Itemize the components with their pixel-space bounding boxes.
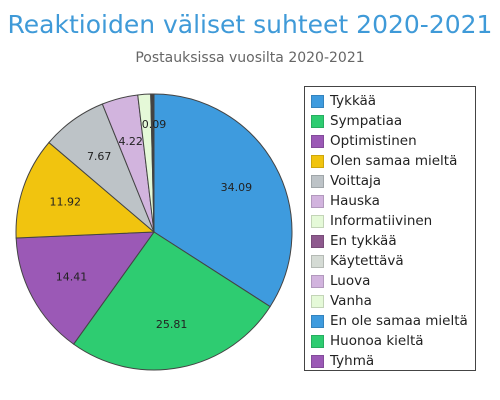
slice-label-1: 25.81 — [156, 318, 188, 331]
legend-item[interactable]: Luova — [311, 271, 475, 291]
legend-label: Voittaja — [330, 173, 382, 189]
legend-label: Vanha — [330, 293, 372, 309]
legend-swatch — [311, 174, 324, 188]
legend-label: Tyhmä — [330, 353, 375, 369]
legend-item[interactable]: Tyhmä — [311, 351, 475, 371]
legend-label: En tykkää — [330, 233, 397, 249]
pie-slice-2 — [15, 231, 156, 345]
legend-label: Käytettävä — [330, 253, 404, 269]
legend-item[interactable]: Voittaja — [311, 171, 475, 191]
legend-item[interactable]: Käytettävä — [311, 251, 475, 271]
slice-label-0: 34.09 — [221, 181, 253, 194]
legend-item[interactable]: Huonoa kieltä — [311, 331, 475, 351]
legend-swatch — [311, 234, 324, 248]
legend-swatch — [311, 194, 324, 208]
legend-item[interactable]: Informatiivinen — [311, 211, 475, 231]
slice-label-4: 7.67 — [87, 150, 112, 163]
legend-label: Luova — [330, 273, 371, 289]
legend-swatch — [311, 94, 324, 108]
legend-swatch — [311, 354, 324, 368]
legend-label: Sympatiaa — [330, 113, 403, 129]
chart-title: Reaktioiden väliset suhteet 2020-2021 — [7, 10, 493, 39]
legend-item[interactable]: Tykkää — [311, 91, 475, 111]
legend-item[interactable]: En tykkää — [311, 231, 475, 251]
slice-label-3: 11.92 — [50, 196, 82, 209]
legend-label: Hauska — [330, 193, 380, 209]
slice-label-small-group: 0.09 — [142, 118, 167, 131]
legend-swatch — [311, 134, 324, 148]
pie-slice-0 — [153, 93, 293, 308]
pie-slice-3 — [15, 141, 156, 239]
legend-label: Tykkää — [330, 93, 377, 109]
legend-item[interactable]: Sympatiaa — [311, 111, 475, 131]
legend-item[interactable]: Olen samaa mieltä — [311, 151, 475, 171]
legend-swatch — [311, 154, 324, 168]
legend-label: Informatiivinen — [330, 213, 433, 229]
slice-label-2: 14.41 — [56, 271, 88, 284]
legend: Tykkää Sympatiaa Optimistinen Olen samaa mi… — [304, 86, 476, 371]
legend-item[interactable]: Optimistinen — [311, 131, 475, 151]
legend-label: En ole samaa mieltä — [330, 313, 468, 329]
pie-slice-1 — [72, 231, 271, 371]
legend-swatch — [311, 254, 324, 268]
legend-swatch — [311, 334, 324, 348]
legend-swatch — [311, 314, 324, 328]
legend-item[interactable]: Vanha — [311, 291, 475, 311]
legend-swatch — [311, 114, 324, 128]
legend-item[interactable]: En ole samaa mieltä — [311, 311, 475, 331]
legend-item[interactable]: Hauska — [311, 191, 475, 211]
legend-swatch — [311, 274, 324, 288]
slice-label-5: 4.22 — [118, 135, 143, 148]
legend-swatch — [311, 294, 324, 308]
chart-subtitle: Postauksissa vuosilta 2020-2021 — [135, 50, 365, 66]
legend-label: Optimistinen — [330, 133, 417, 149]
legend-label: Huonoa kieltä — [330, 333, 424, 349]
legend-label: Olen samaa mieltä — [330, 153, 458, 169]
legend-swatch — [311, 214, 324, 228]
